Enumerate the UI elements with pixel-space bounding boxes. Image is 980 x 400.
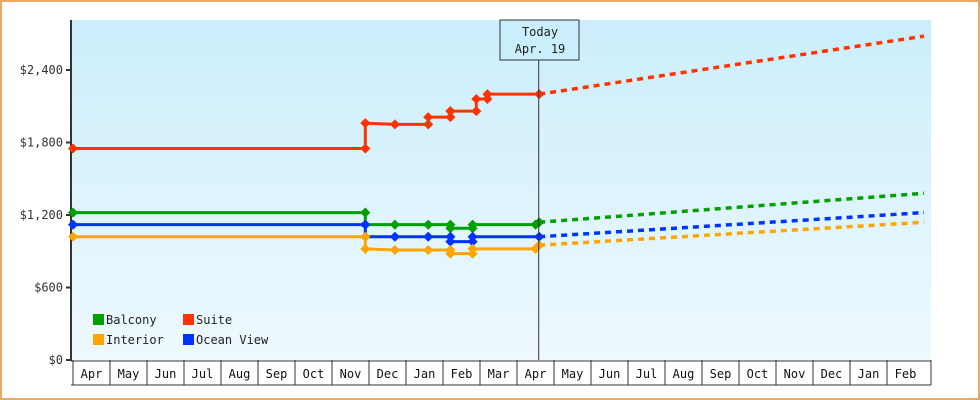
data-point-marker: [467, 219, 478, 230]
series-ocean-view: [67, 210, 925, 247]
data-point-marker: [389, 119, 400, 130]
data-point-marker: [482, 89, 493, 100]
x-tick-label: Oct: [747, 367, 769, 381]
legend-label: Suite: [196, 313, 232, 327]
data-point-marker: [423, 112, 434, 123]
x-tick-label: Jun: [155, 367, 177, 381]
x-tick-label: Feb: [895, 367, 917, 381]
legend-item-ocean-view[interactable]: Ocean View: [183, 333, 269, 347]
today-marker: Today Apr. 19: [499, 19, 580, 360]
data-point-marker: [423, 231, 434, 242]
data-point-marker: [389, 219, 400, 230]
data-point-marker: [445, 248, 456, 259]
x-tick-label: Sep: [710, 367, 732, 381]
x-tick-label: Jan: [858, 367, 880, 381]
y-tick-label: $1,800: [20, 136, 63, 150]
legend-swatch-icon: [93, 314, 104, 325]
data-point-marker: [423, 219, 434, 230]
x-tick-label: May: [118, 367, 140, 381]
legend-swatch-icon: [183, 334, 194, 345]
data-point-marker: [389, 244, 400, 256]
legend: Balcony Suite Interior Ocean View: [93, 313, 269, 347]
data-point-marker: [471, 106, 482, 117]
x-tick-label: Nov: [340, 367, 362, 381]
x-tick-label: Jan: [414, 367, 436, 381]
data-point-marker: [360, 118, 371, 129]
y-tick-label: $0: [49, 353, 63, 367]
x-tick-label: Aug: [673, 367, 695, 381]
x-tick-label: Feb: [451, 367, 473, 381]
data-point-marker: [360, 207, 371, 218]
today-label-box: [499, 19, 580, 61]
legend-item-interior[interactable]: Interior: [93, 333, 164, 347]
data-point-marker: [423, 244, 434, 256]
legend-swatch-icon: [93, 334, 104, 345]
data-point-marker: [67, 219, 79, 230]
data-point-marker: [445, 106, 456, 117]
today-date-label: Apr. 19: [515, 42, 566, 56]
x-tick-label: Dec: [821, 367, 843, 381]
series-layer: [67, 34, 925, 259]
series-suite: [67, 34, 925, 154]
data-point-marker: [471, 93, 482, 105]
data-point-marker: [467, 243, 478, 254]
x-tick-label: Dec: [377, 367, 399, 381]
x-tick-label: Apr: [525, 367, 547, 381]
data-point-marker: [360, 143, 371, 154]
legend-label: Balcony: [106, 313, 157, 327]
legend-item-balcony[interactable]: Balcony: [93, 313, 157, 327]
y-tick-label: $600: [34, 281, 63, 295]
x-tick-label: Nov: [784, 367, 806, 381]
x-tick-label: Jun: [599, 367, 621, 381]
data-point-marker: [67, 231, 79, 242]
legend-label: Ocean View: [196, 333, 269, 347]
data-point-marker: [445, 223, 456, 234]
x-tick-label: Jul: [636, 367, 658, 381]
data-point-marker: [445, 236, 456, 247]
data-point-marker: [67, 143, 79, 154]
data-point-marker: [67, 207, 79, 218]
data-point-marker: [467, 231, 478, 242]
legend-swatch-icon: [183, 314, 194, 325]
data-point-marker: [423, 119, 434, 130]
data-point-marker: [360, 231, 371, 242]
today-label: Today: [522, 25, 558, 39]
x-tick-label: May: [562, 367, 584, 381]
data-point-marker: [389, 231, 400, 242]
legend-label: Interior: [106, 333, 164, 347]
x-tick-label: Mar: [488, 367, 510, 381]
x-tick-label: Apr: [81, 367, 103, 381]
x-tick-label: Aug: [229, 367, 251, 381]
x-tick-label: Oct: [303, 367, 325, 381]
x-tick-label: Sep: [266, 367, 288, 381]
y-tick-label: $1,200: [20, 208, 63, 222]
plot-area: [71, 20, 931, 360]
x-axis: Apr May Jun Jul Aug Sep Oct Nov Dec Jan Feb Mar Apr M…: [71, 360, 932, 386]
legend-item-suite[interactable]: Suite: [183, 313, 232, 327]
data-point-marker: [360, 219, 371, 230]
y-tick-label: $2,400: [20, 63, 63, 77]
x-tick-label: Jul: [192, 367, 214, 381]
y-axis: $0 $600 $1,200 $1,800 $2,400: [20, 20, 72, 367]
data-point-marker: [360, 243, 371, 254]
